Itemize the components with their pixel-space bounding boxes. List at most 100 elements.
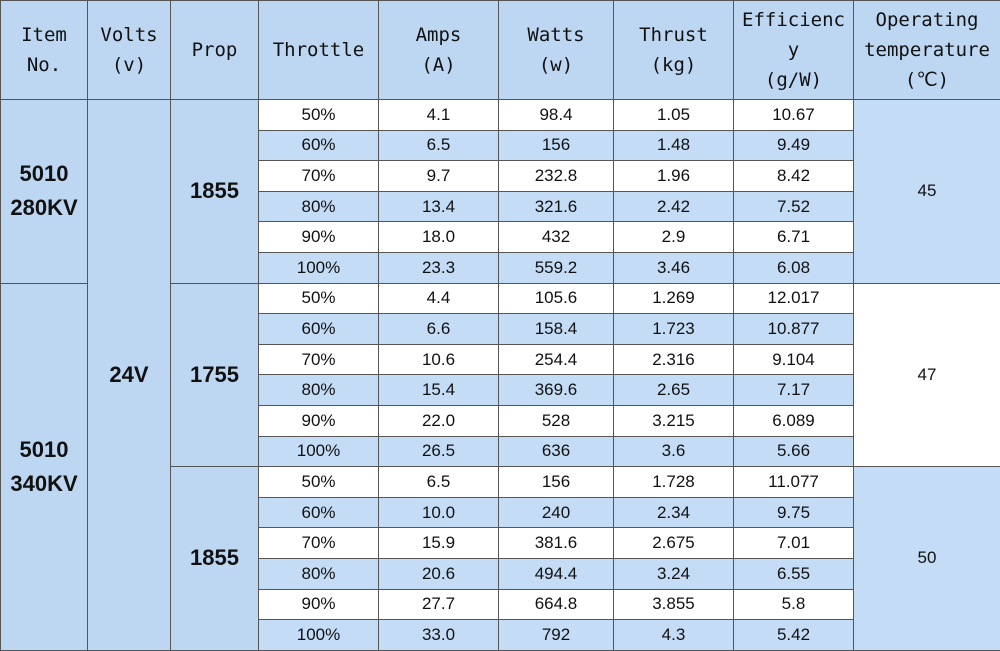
cell-line: 340KV xyxy=(10,470,78,496)
data-cell: 3.46 xyxy=(613,251,734,284)
cell-line: (℃) xyxy=(904,69,950,91)
data-cell: 432 xyxy=(498,221,614,253)
data-cell: 70% xyxy=(258,343,379,376)
data-cell: 2.42 xyxy=(613,190,734,223)
cell-line: 5010 xyxy=(19,436,69,462)
item-cell: 5010 340KV xyxy=(0,282,88,651)
data-cell: 10.877 xyxy=(733,313,854,345)
header-cell: Prop xyxy=(170,0,259,100)
data-cell: 1.48 xyxy=(613,129,734,162)
item-cell: 5010 280KV xyxy=(0,99,88,284)
cell-line: (A) xyxy=(421,54,456,76)
cell-line: Watts xyxy=(527,24,585,46)
data-row: 90% 27.7 664.8 3.855 5.8 xyxy=(1,588,1000,621)
cell-line: Operating xyxy=(875,9,979,31)
data-cell: 2.65 xyxy=(613,374,734,406)
data-row: 100% 23.3 559.2 3.46 6.08 xyxy=(1,251,1000,284)
data-cell: 23.3 xyxy=(378,251,499,284)
header-cell: Efficienc y (g/W) xyxy=(733,0,854,100)
data-cell: 7.52 xyxy=(733,190,854,223)
data-cell: 636 xyxy=(498,435,614,468)
data-cell: 254.4 xyxy=(498,343,614,376)
data-cell: 528 xyxy=(498,404,614,437)
header-cell: Watts (w) xyxy=(498,0,614,100)
data-cell: 10.0 xyxy=(378,496,499,529)
data-cell: 9.7 xyxy=(378,160,499,192)
data-cell: 80% xyxy=(258,190,379,223)
data-row: 1855 50% 6.5 156 1.728 11.077 50 xyxy=(1,466,1000,651)
cell-line: (g/W) xyxy=(764,69,823,91)
cell-line: Volts xyxy=(100,24,158,46)
data-row: 60% 6.6 158.4 1.723 10.877 xyxy=(1,313,1000,345)
data-cell: 80% xyxy=(258,557,379,590)
data-row: 60% 6.5 156 1.48 9.49 xyxy=(1,129,1000,162)
cell-line: Item xyxy=(21,24,67,46)
data-cell: 70% xyxy=(258,527,379,559)
data-row: 60% 10.0 240 2.34 9.75 xyxy=(1,496,1000,529)
data-cell: 15.9 xyxy=(378,527,499,559)
data-row: 100% 33.0 792 4.3 5.42 xyxy=(1,619,1000,651)
data-cell: 9.104 xyxy=(733,343,854,376)
data-row: 80% 20.6 494.4 3.24 6.55 xyxy=(1,557,1000,590)
cell-line: Throttle xyxy=(272,39,365,61)
data-row: 90% 18.0 432 2.9 6.71 xyxy=(1,221,1000,253)
data-cell: 494.4 xyxy=(498,557,614,590)
header-cell: Thrust (kg) xyxy=(613,0,734,100)
header-cell: Operating temperature (℃) xyxy=(853,0,1000,100)
data-cell: 3.6 xyxy=(613,435,734,468)
data-cell: 8.42 xyxy=(733,160,854,192)
cell-line: Efficienc xyxy=(742,9,845,31)
data-cell: 80% xyxy=(258,374,379,406)
data-cell: 664.8 xyxy=(498,588,614,621)
data-cell: 15.4 xyxy=(378,374,499,406)
data-row: 70% 15.9 381.6 2.675 7.01 xyxy=(1,527,1000,559)
data-cell: 7.01 xyxy=(733,527,854,559)
data-cell: 2.9 xyxy=(613,221,734,253)
cell-line: Prop xyxy=(191,39,238,61)
data-row: 5010 280KV 24V 1855 50% 4.1 98.4 1.05 10.67 45 xyxy=(0,99,1000,651)
data-cell: 156 xyxy=(498,466,614,498)
data-cell: 9.75 xyxy=(733,496,854,529)
data-cell: 240 xyxy=(498,496,614,529)
data-cell: 4.4 xyxy=(378,282,499,315)
cell-line: y xyxy=(787,39,800,61)
data-cell: 90% xyxy=(258,404,379,437)
data-row: 70% 9.7 232.8 1.96 8.42 xyxy=(1,160,1000,192)
data-cell: 381.6 xyxy=(498,527,614,559)
data-cell: 100% xyxy=(258,435,379,468)
data-cell: 559.2 xyxy=(498,251,614,284)
data-cell: 7.17 xyxy=(733,374,854,406)
data-cell: 1.723 xyxy=(613,313,734,345)
prop-cell: 1855 xyxy=(170,466,259,651)
data-cell: 26.5 xyxy=(378,435,499,468)
data-cell: 60% xyxy=(258,313,379,345)
data-cell: 1.728 xyxy=(613,466,734,498)
data-cell: 3.855 xyxy=(613,588,734,621)
data-cell: 13.4 xyxy=(378,190,499,223)
header-cell: Amps (A) xyxy=(378,0,499,100)
data-cell: 3.215 xyxy=(613,404,734,437)
data-cell: 5.42 xyxy=(733,619,854,651)
data-cell: 3.24 xyxy=(613,557,734,590)
data-cell: 321.6 xyxy=(498,190,614,223)
temperature-cell: 47 xyxy=(853,282,1000,468)
volts-cell: 24V xyxy=(87,99,171,651)
data-cell: 50% xyxy=(258,466,379,498)
data-row: 90% 22.0 528 3.215 6.089 xyxy=(1,404,1000,437)
cell-line: temperature xyxy=(864,39,990,61)
data-cell: 100% xyxy=(258,251,379,284)
table-body: 5010 280KV 24V 1855 50% 4.1 98.4 1.05 10.67 45 60%… xyxy=(0,99,1000,651)
temperature-cell: 50 xyxy=(853,466,1000,651)
data-cell: 6.5 xyxy=(378,466,499,498)
data-cell: 100% xyxy=(258,619,379,651)
prop-cell: 1755 xyxy=(170,282,259,468)
cell-line: 5010 xyxy=(19,161,69,187)
data-cell: 50% xyxy=(258,282,379,315)
data-cell: 105.6 xyxy=(498,282,614,315)
data-cell: 18.0 xyxy=(378,221,499,253)
data-cell: 90% xyxy=(258,588,379,621)
cell-line: Amps xyxy=(415,24,462,46)
cell-line: Thrust xyxy=(639,24,708,46)
data-cell: 9.49 xyxy=(733,129,854,162)
